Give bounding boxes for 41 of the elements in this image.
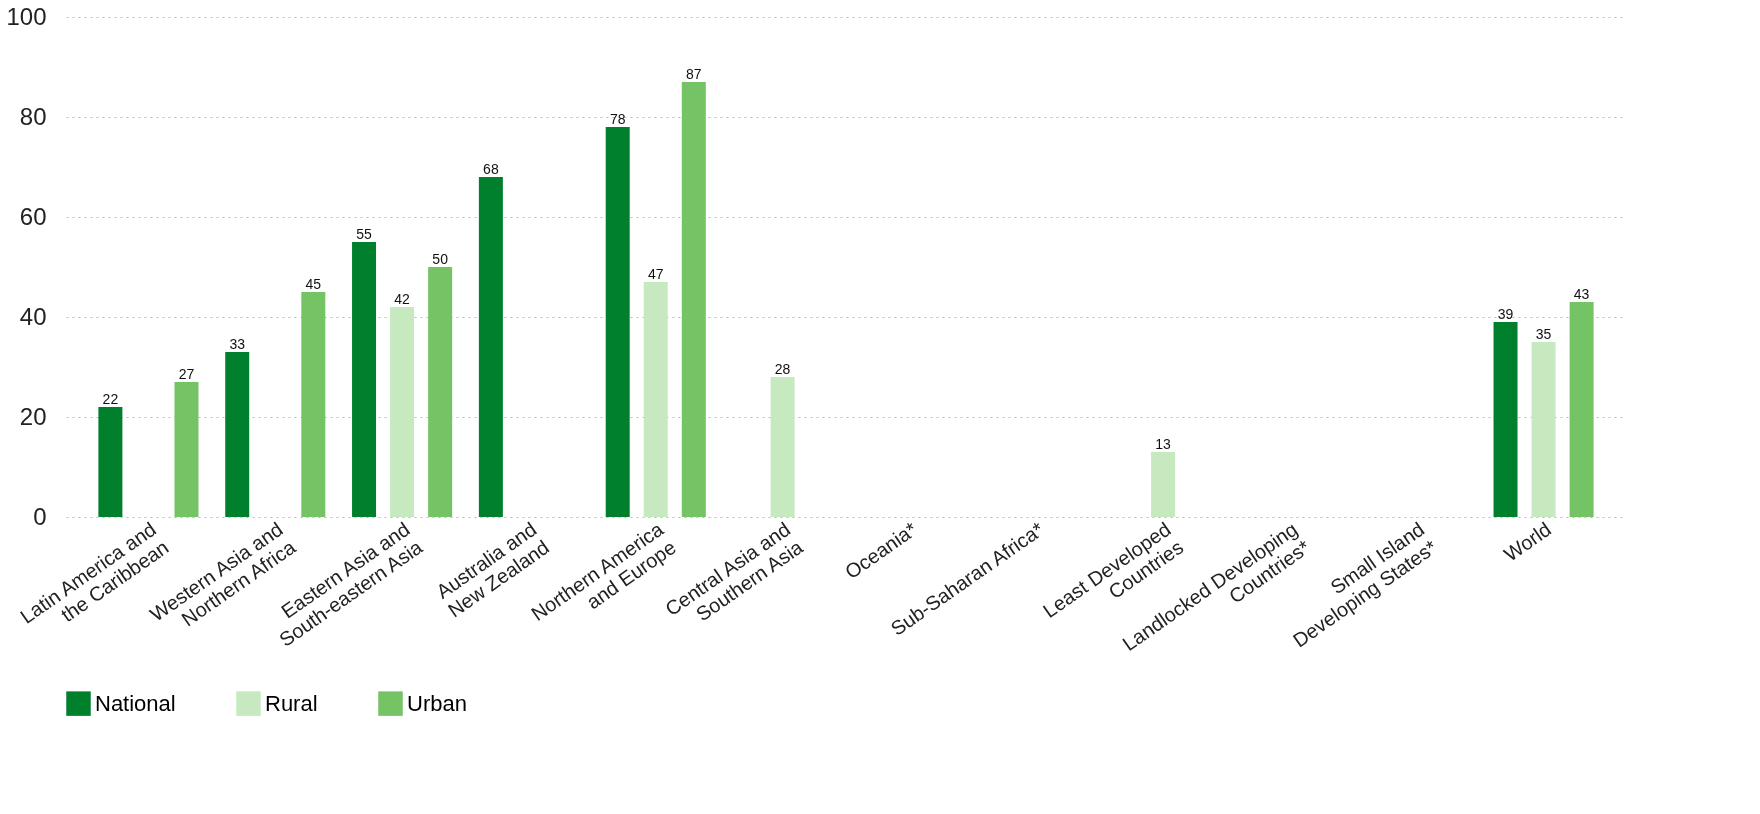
- bar: [643, 282, 668, 517]
- bar: [225, 352, 250, 517]
- y-tick-label: 100: [6, 2, 47, 30]
- y-tick-label: 0: [33, 502, 47, 530]
- bar: [1151, 452, 1176, 517]
- data-label: 33: [229, 336, 246, 352]
- data-label: 47: [647, 266, 664, 282]
- data-label: 78: [609, 111, 626, 127]
- bar: [1569, 302, 1594, 517]
- data-label: 55: [356, 226, 373, 242]
- data-label: 68: [483, 161, 499, 177]
- legend-label: Rural: [265, 690, 318, 716]
- bar: [174, 382, 199, 517]
- bar: [352, 242, 377, 517]
- data-label: 13: [1155, 436, 1172, 452]
- data-label: 39: [1497, 306, 1514, 322]
- bar: [390, 307, 415, 517]
- bar: [301, 292, 326, 517]
- legend-label: National: [95, 690, 176, 716]
- data-label: 45: [305, 276, 322, 292]
- data-label: 50: [432, 251, 449, 267]
- data-label: 43: [1573, 286, 1590, 302]
- bar: [1531, 342, 1556, 517]
- bar: [1493, 322, 1518, 517]
- bar: [605, 127, 630, 517]
- bar: [478, 177, 503, 517]
- data-label: 28: [774, 361, 791, 377]
- y-tick-label: 20: [19, 402, 47, 430]
- data-label: 42: [394, 291, 411, 307]
- y-tick-label: 60: [19, 202, 47, 230]
- data-label: 22: [102, 391, 119, 407]
- bar: [681, 82, 706, 517]
- bar: [770, 377, 795, 517]
- legend-label: Urban: [407, 690, 467, 716]
- data-label: 87: [686, 66, 702, 82]
- data-label: 27: [178, 366, 195, 382]
- data-label: 35: [1535, 326, 1552, 342]
- bar: [428, 267, 453, 517]
- y-tick-label: 40: [19, 302, 47, 330]
- bar: [98, 407, 123, 517]
- y-tick-label: 80: [19, 102, 47, 130]
